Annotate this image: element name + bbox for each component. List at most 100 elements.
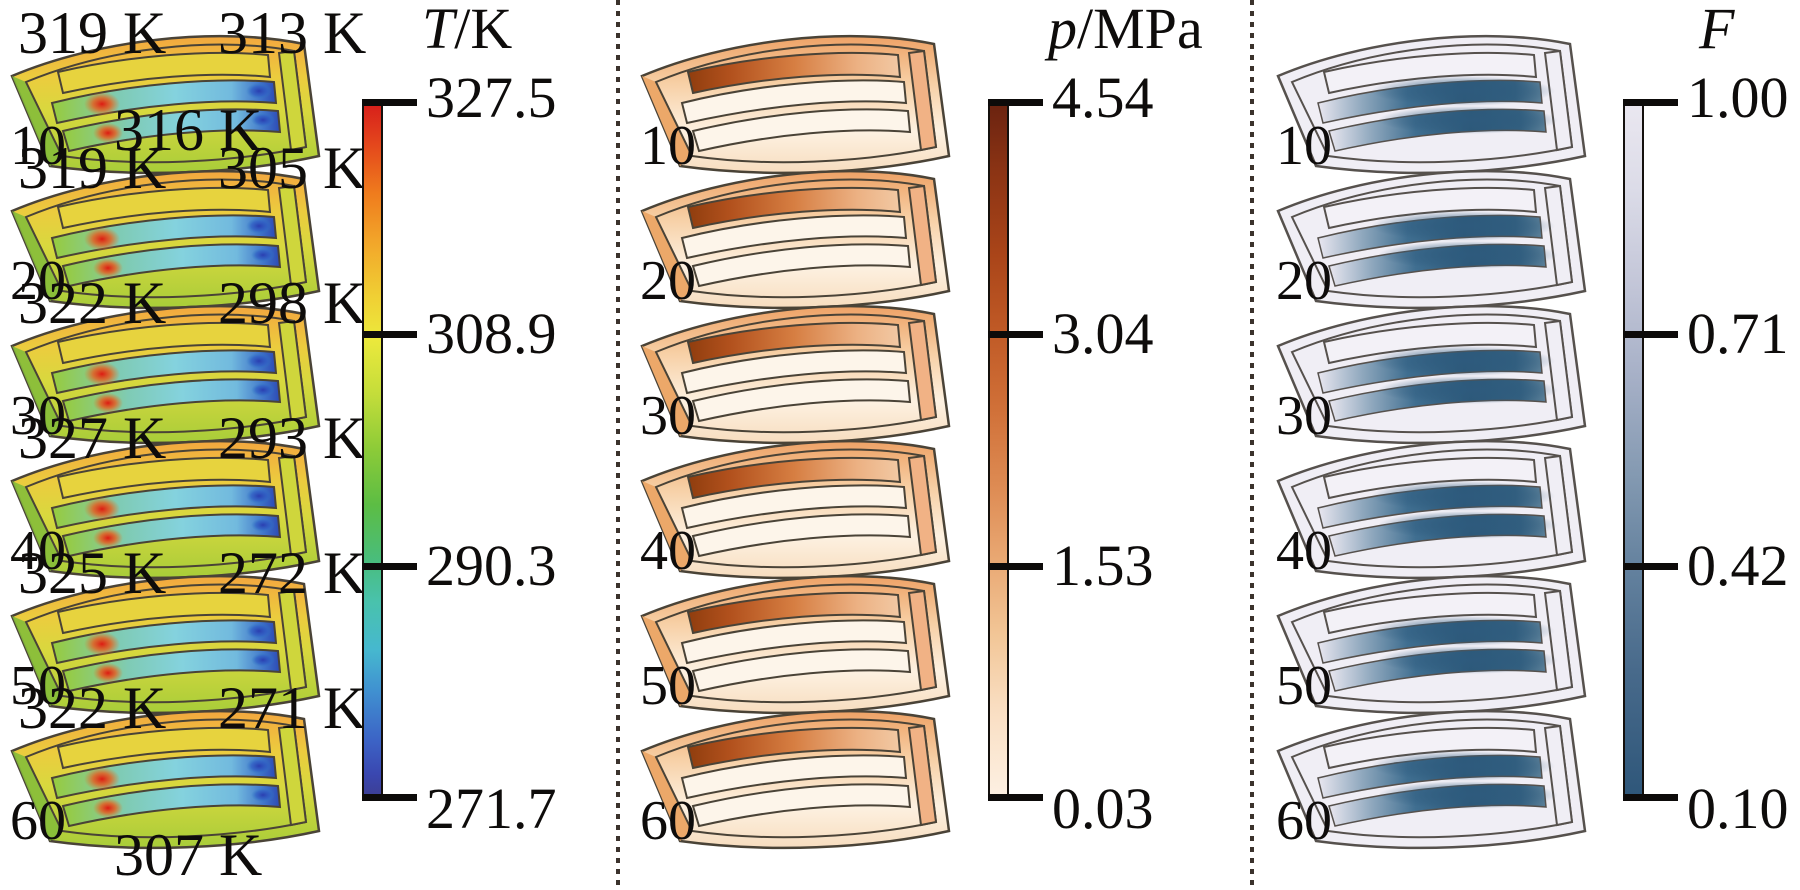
colorbar-title: F: [1699, 0, 1734, 58]
t-heatmap: [10, 304, 321, 445]
colorbar-tick-label: 4.54: [1052, 65, 1154, 130]
panel-index: 20: [10, 250, 66, 312]
colorbar-tick: [362, 563, 417, 570]
panel-index: 50: [640, 655, 696, 717]
colorbar-tick-label: 290.3: [426, 533, 557, 598]
p-panel-50: 50: [632, 568, 968, 715]
p-heatmap: [640, 304, 951, 445]
t-panel-40: 327 K 293 K 40: [2, 408, 366, 580]
t-heatmap: [10, 169, 321, 310]
colorbar-tick-label: 0.03: [1052, 776, 1154, 841]
f-heatmap: [1276, 709, 1587, 850]
p-panel-30: 30: [632, 298, 968, 445]
colorbar-variable: T: [422, 0, 455, 61]
column-separator: [1250, 0, 1254, 890]
colorbar-tick: [1623, 563, 1678, 570]
temperature-colorbar: T/K 327.5 308.9 290.3 271.7: [362, 0, 602, 890]
panel-index: 40: [10, 520, 66, 582]
panel-index: 60: [640, 790, 696, 852]
colorbar-tick: [988, 331, 1043, 338]
t-heatmap: [10, 574, 321, 715]
f-heatmap: [1276, 304, 1587, 445]
t-panel-50: 325 K 272 K 50: [2, 543, 366, 715]
panel-index: 60: [10, 790, 66, 852]
temp-annotation-top-right: 271 K: [218, 675, 367, 741]
f-panel-60: 60: [1268, 703, 1604, 850]
panel-index: 30: [640, 385, 696, 447]
p-panel-20: 20: [632, 163, 968, 310]
temp-annotation-top-left: 327 K: [18, 405, 167, 471]
colorbar-tick: [1623, 99, 1678, 106]
t-heatmap: [10, 709, 321, 850]
panel-index: 10: [1276, 115, 1332, 177]
temp-annotation-top-right: 305 K: [218, 135, 367, 201]
t-panel-10: 319 K 313 K 316 K 10: [2, 3, 366, 175]
temp-annotation-top-right: 313 K: [218, 0, 367, 66]
p-panel-40: 40: [632, 433, 968, 580]
p-panel-10: 10: [632, 28, 968, 175]
colorbar-tick-label: 308.9: [426, 301, 557, 366]
colorbar-tick-label: 271.7: [426, 776, 557, 841]
f-heatmap: [1276, 169, 1587, 310]
temp-annotation-mid: 316 K: [114, 97, 263, 163]
colorbar-tick-label: 0.42: [1687, 533, 1789, 598]
colorbar-tick-label: 1.53: [1052, 533, 1154, 598]
temp-annotation-bottom-mid: 307 K: [114, 822, 263, 888]
temp-annotation-top-left: 325 K: [18, 540, 167, 606]
colorbar-tick-label: 3.04: [1052, 301, 1154, 366]
panel-index: 40: [640, 520, 696, 582]
p-heatmap: [640, 439, 951, 580]
panel-index: 40: [1276, 520, 1332, 582]
colorbar-tick-label: 327.5: [426, 65, 557, 130]
temp-annotation-top-left: 319 K: [18, 135, 167, 201]
t-panel-30: 322 K 298 K 30: [2, 273, 366, 445]
panel-index: 50: [1276, 655, 1332, 717]
t-panel-20: 319 K 305 K 20: [2, 138, 366, 310]
colorbar-tick: [1623, 794, 1678, 801]
t-heatmap: [10, 34, 321, 175]
p-heatmap: [640, 574, 951, 715]
f-panel-50: 50: [1268, 568, 1604, 715]
colorbar-tick: [988, 794, 1043, 801]
panel-index: 20: [1276, 250, 1332, 312]
colorbar-variable: F: [1699, 0, 1735, 61]
colorbar-unit: /MPa: [1077, 0, 1203, 61]
t-panel-60: 322 K 271 K 307 K 60: [2, 678, 366, 885]
temp-annotation-top-left: 319 K: [18, 0, 167, 66]
p-heatmap: [640, 169, 951, 310]
colorbar-unit: /K: [454, 0, 513, 61]
colorbar-gradient: [362, 102, 383, 797]
colorbar-gradient: [1623, 102, 1644, 797]
colorbar-tick: [362, 794, 417, 801]
f-heatmap: [1276, 439, 1587, 580]
panel-index: 30: [10, 385, 66, 447]
pressure-colorbar: p/MPa 4.54 3.04 1.53 0.03: [988, 0, 1228, 890]
f-heatmap: [1276, 34, 1587, 175]
fraction-colorbar: F 1.00 0.71 0.42 0.10: [1623, 0, 1800, 890]
p-heatmap: [640, 709, 951, 850]
p-panel-60: 60: [632, 703, 968, 850]
f-panel-40: 40: [1268, 433, 1604, 580]
colorbar-gradient: [988, 102, 1009, 797]
temp-annotation-top-right: 272 K: [218, 540, 367, 606]
colorbar-tick: [988, 99, 1043, 106]
temp-annotation-top-right: 293 K: [218, 405, 367, 471]
panel-index: 20: [640, 250, 696, 312]
panel-index: 30: [1276, 385, 1332, 447]
colorbar-title: T/K: [422, 0, 512, 58]
panel-index: 10: [640, 115, 696, 177]
colorbar-tick: [1623, 331, 1678, 338]
f-heatmap: [1276, 574, 1587, 715]
f-panel-10: 10: [1268, 28, 1604, 175]
panel-index: 10: [10, 115, 66, 177]
colorbar-tick: [988, 563, 1043, 570]
panel-index: 60: [1276, 790, 1332, 852]
colorbar-tick: [362, 99, 417, 106]
f-panel-20: 20: [1268, 163, 1604, 310]
colorbar-tick-label: 1.00: [1687, 65, 1789, 130]
colorbar-tick: [362, 331, 417, 338]
